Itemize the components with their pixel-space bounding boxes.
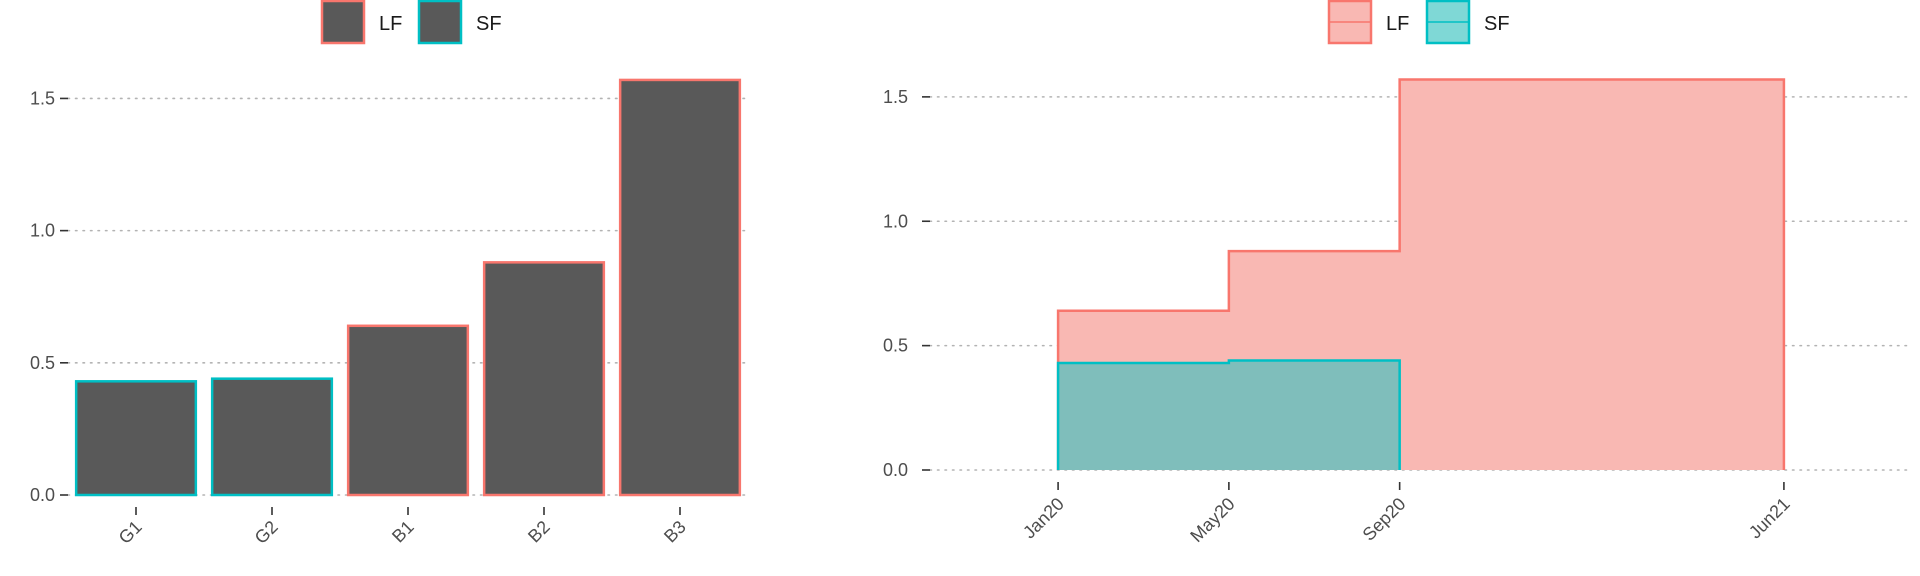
- x-tick-label: Jun21: [1745, 494, 1794, 543]
- legend-item-lf: LF: [320, 0, 402, 45]
- step-line-lf: [1056, 78, 1786, 470]
- legend-label-lf: LF: [379, 13, 402, 35]
- y-tick-label: 1.0: [30, 221, 55, 241]
- step-area-chart: LF SF 0.0 0.5 1.0 1.5 Jan20 May20 Sep20 Jun21: [883, 0, 1913, 546]
- area-sf: [1058, 360, 1400, 470]
- legend-label-sf: SF: [476, 13, 502, 35]
- legend-label-lf: LF: [1386, 13, 1409, 35]
- y-tick-label: 0.0: [883, 460, 908, 480]
- y-tick-label: 1.5: [30, 88, 55, 108]
- legend-item-lf: LF: [1327, 0, 1409, 45]
- bar-g1: [74, 380, 198, 497]
- bar-g2: [210, 377, 334, 497]
- legend: LF SF: [320, 0, 502, 45]
- legend: LF SF: [1327, 0, 1510, 45]
- x-tick-label: May20: [1186, 494, 1238, 546]
- y-tick-label: 1.5: [883, 87, 908, 107]
- legend-label-sf: SF: [1484, 13, 1510, 35]
- y-tick-label: 1.0: [883, 211, 908, 231]
- x-tick-label: G1: [115, 517, 146, 548]
- legend-item-sf: SF: [1425, 0, 1510, 45]
- x-tick-label: B3: [660, 517, 690, 547]
- step-line-sf: [1056, 359, 1401, 470]
- y-tick-label: 0.0: [30, 485, 55, 505]
- bar-b2: [482, 261, 606, 497]
- y-tick-label: 0.5: [30, 353, 55, 373]
- x-tick-label: B1: [388, 517, 418, 547]
- y-tick-label: 0.5: [883, 336, 908, 356]
- x-tick-label: G2: [251, 517, 282, 548]
- legend-key-sf: [417, 0, 463, 45]
- x-tick-label: Sep20: [1359, 494, 1410, 545]
- bar-b3: [618, 78, 742, 497]
- x-tick-label: B2: [524, 517, 554, 547]
- legend-item-sf: SF: [417, 0, 502, 45]
- bar-b1: [346, 324, 470, 497]
- legend-key-lf: [320, 0, 366, 45]
- bar-chart: LF SF 0.0 0.5 1.0 1.5 G1 G2 B1 B2 B3: [30, 0, 749, 548]
- x-tick-label: Jan20: [1019, 494, 1068, 543]
